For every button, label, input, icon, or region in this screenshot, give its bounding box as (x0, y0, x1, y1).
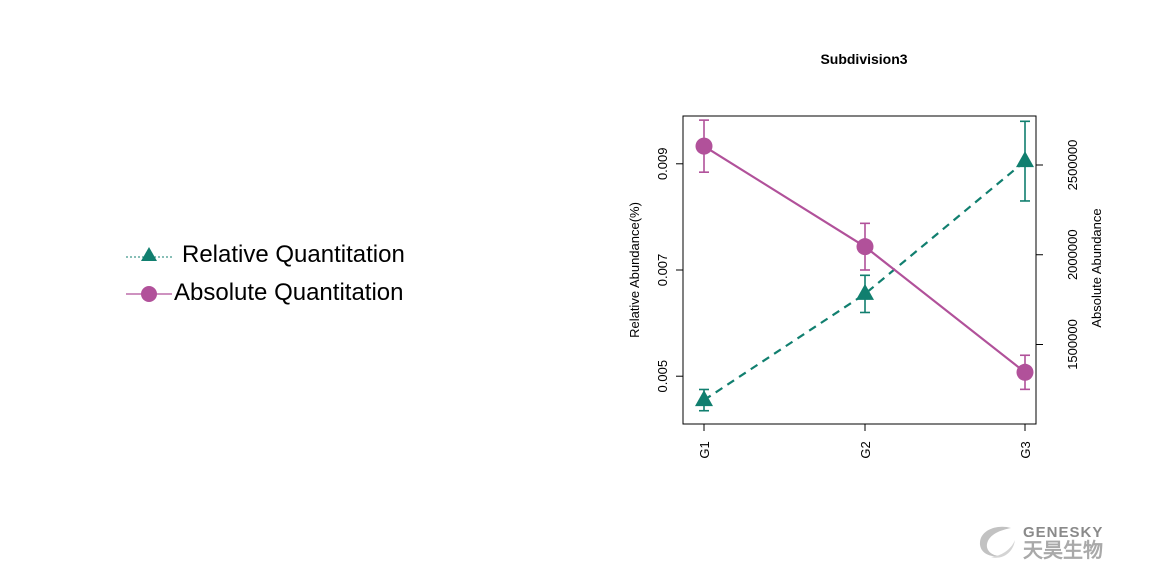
x-tick-label: G3 (1018, 441, 1033, 458)
circle-marker-icon (126, 286, 172, 302)
series-layer (695, 119, 1034, 412)
chart-title: Subdivision3 (820, 51, 907, 67)
legend-label-relative: Relative Quantitation (182, 241, 405, 268)
right-y-axis-label: Absolute Abundance (1089, 208, 1104, 327)
relative-series-point (1016, 151, 1034, 168)
left-y-tick-label: 0.009 (655, 148, 670, 181)
x-axis: G1 G2 G3 (697, 424, 1033, 459)
absolute-series-point (1016, 363, 1034, 381)
left-y-axis-label: Relative Abundance(%) (627, 202, 642, 338)
right-y-tick-label: 1500000 (1065, 319, 1080, 370)
absolute-series-point (856, 238, 874, 256)
left-y-tick-label: 0.007 (655, 254, 670, 287)
right-y-tick-label: 2000000 (1065, 229, 1080, 280)
relative-series-point (856, 283, 874, 300)
swoosh-logo-icon (979, 526, 1015, 558)
relative-series-point (695, 390, 713, 407)
x-tick-label: G1 (697, 441, 712, 458)
absolute-series-point (695, 137, 713, 155)
triangle-marker-icon (126, 247, 172, 261)
left-y-tick-label: 0.005 (655, 360, 670, 393)
legend-item-absolute: Absolute Quantitation (124, 274, 405, 312)
logo-text-en: GENESKY (1023, 523, 1104, 541)
logo-text-cn: 天昊生物 (1023, 537, 1103, 562)
right-y-axis: 1500000 2000000 2500000 (1036, 140, 1080, 370)
genesky-logo: GENESKY 天昊生物 (975, 522, 1103, 562)
left-y-axis: 0.005 0.007 0.009 (655, 148, 683, 393)
legend-label-absolute: Absolute Quantitation (174, 279, 404, 306)
x-tick-label: G2 (858, 441, 873, 458)
plot-frame (682, 115, 1037, 425)
legend: Relative Quantitation Absolute Quantitat… (124, 236, 405, 312)
legend-item-relative: Relative Quantitation (124, 236, 405, 274)
right-y-tick-label: 2500000 (1065, 140, 1080, 191)
